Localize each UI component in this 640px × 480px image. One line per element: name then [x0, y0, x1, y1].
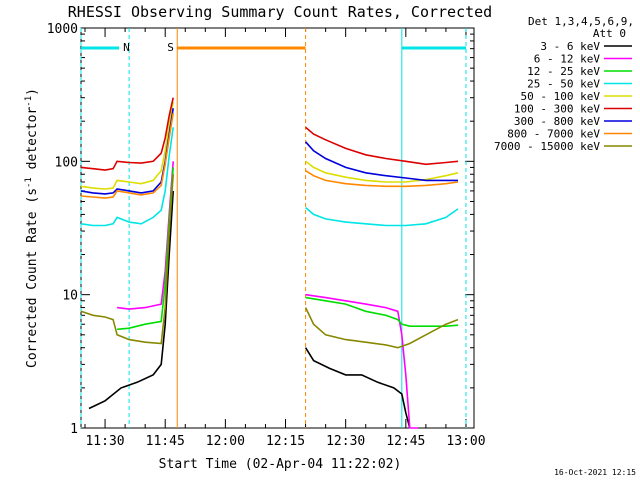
legend-header-line-2: Att 0	[593, 27, 626, 40]
y-tick-label: 10	[62, 289, 78, 304]
legend-label: 100 - 300 keV	[514, 103, 600, 116]
legend-label: 25 - 50 keV	[527, 78, 600, 91]
plot-area: 1 10 100 1000 11:30 11:45 12:00 12:15 12:30 12:45…	[47, 22, 486, 449]
series-line-50-100	[80, 101, 174, 190]
series-line-7000-15000-after-saa	[304, 307, 459, 349]
series-line-800-7000-after-saa	[305, 170, 459, 188]
y-tick-label: 1000	[47, 22, 78, 37]
x-tick-label: 11:45	[146, 434, 185, 449]
legend-label: 7000 - 15000 keV	[494, 140, 600, 153]
y-axis-label: Corrected Count Rate (s-1 detector-1)	[24, 88, 40, 368]
x-axis-label: Start Time (02-Apr-04 11:22:02)	[159, 457, 402, 472]
legend-label: 3 - 6 keV	[540, 40, 600, 53]
legend-label: 50 - 100 keV	[521, 90, 601, 103]
legend-label: 12 - 25 keV	[527, 65, 600, 78]
series-line-12-25-after-saa	[305, 296, 459, 328]
series-line-3-6-after-saa	[304, 347, 411, 429]
series-line-3-6	[88, 190, 174, 410]
series-line-800-7000	[80, 112, 174, 199]
series-line-100-300-after-saa	[305, 126, 459, 166]
plot-frame	[80, 27, 475, 429]
series-line-7000-15000	[80, 174, 174, 345]
legend-label: 6 - 12 keV	[534, 53, 601, 66]
series-line-300-800-after-saa	[305, 141, 458, 182]
series-line-25-50-after-saa	[305, 206, 459, 227]
chart-title: RHESSI Observing Summary Count Rates, Co…	[68, 3, 492, 21]
series-line-50-100-after-saa	[305, 160, 459, 183]
x-tick-label: 13:00	[446, 434, 485, 449]
y-tick-label: 1	[70, 422, 78, 437]
y-tick-label: 100	[55, 155, 78, 170]
annotation-label: N	[123, 41, 130, 54]
x-tick-label: 12:00	[206, 434, 245, 449]
x-tick-label: 12:45	[386, 434, 425, 449]
x-tick-label: 11:30	[85, 434, 124, 449]
series-line-25-50	[80, 127, 174, 227]
x-tick-label: 12:15	[266, 434, 305, 449]
x-tick-label: 12:30	[326, 434, 365, 449]
legend-header-line-1: Det 1,3,4,5,6,9,	[528, 15, 634, 28]
legend-label: 300 - 800 keV	[514, 115, 600, 128]
footer-timestamp: 16-Oct-2021 12:15	[554, 468, 636, 477]
annotation-label: S	[167, 41, 174, 54]
series-line-6-12-after-saa	[305, 293, 418, 429]
legend-label: 800 - 7000 keV	[507, 128, 600, 141]
series-line-100-300	[80, 97, 174, 171]
